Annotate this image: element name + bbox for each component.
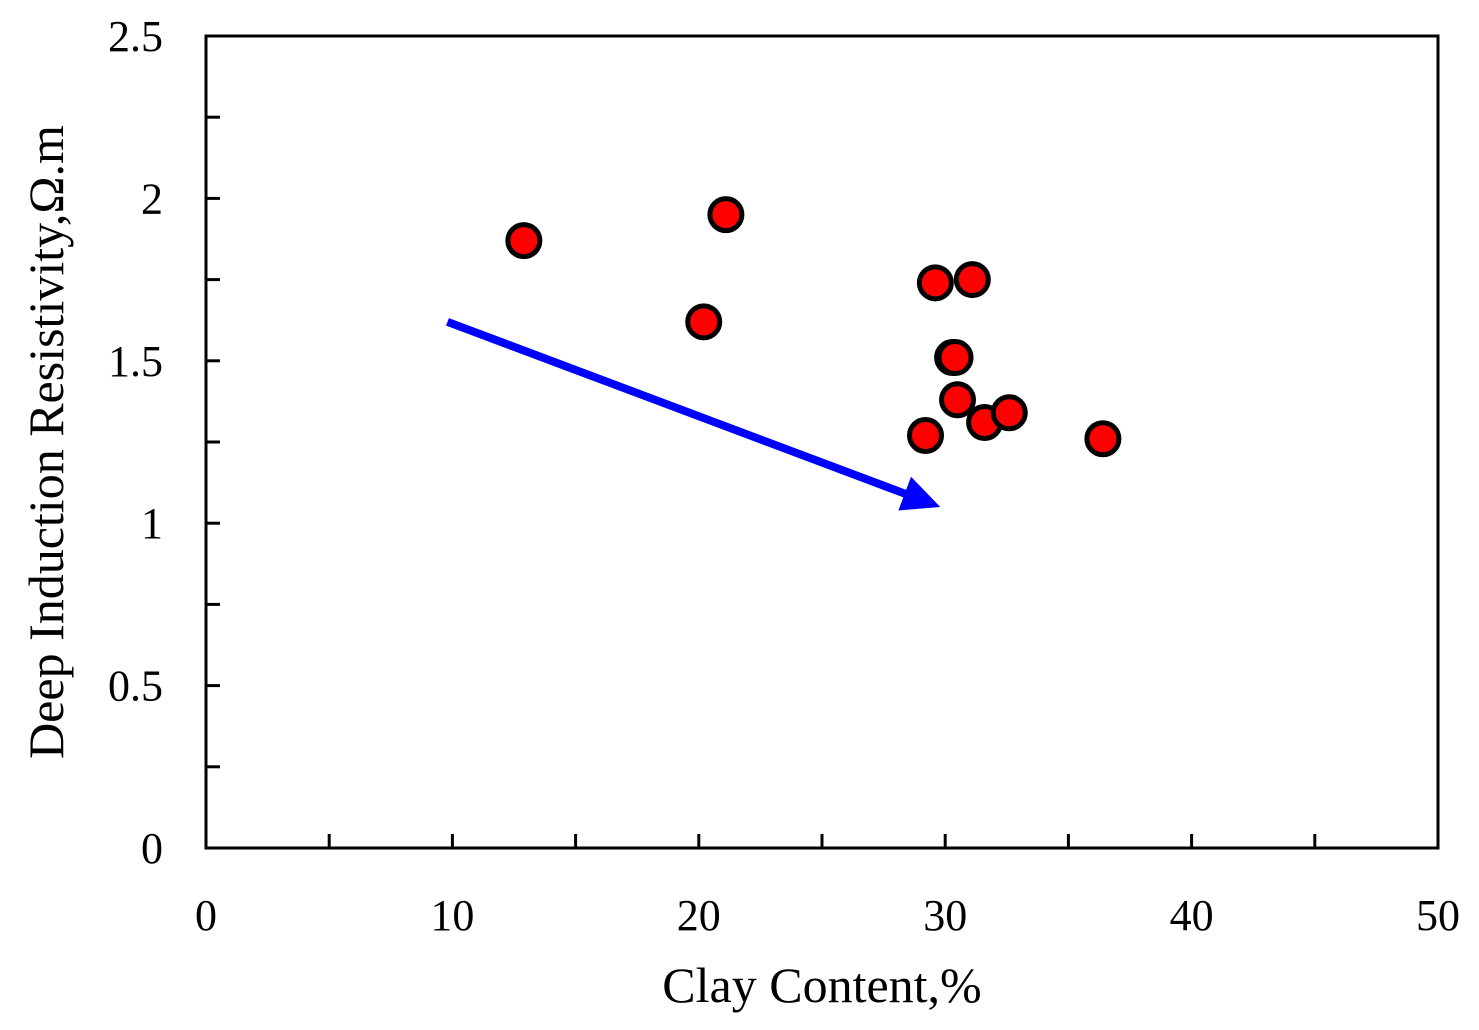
plot-frame — [204, 34, 1440, 850]
trend-arrow — [446, 318, 941, 511]
y-tick-label: 0 — [141, 824, 163, 873]
data-point — [1084, 420, 1122, 458]
y-axis-title: Deep Induction Resistivity,Ω.m — [18, 125, 74, 759]
data-point — [936, 339, 974, 377]
data-point — [685, 303, 723, 341]
axis-ticks: 0 10 20 30 40 50 0 0.5 1 1.5 2 2.5 — [108, 12, 1460, 940]
data-point — [953, 261, 991, 299]
data-point — [906, 417, 944, 455]
y-tick-label: 2 — [141, 174, 163, 223]
x-tick-label: 0 — [195, 891, 217, 940]
data-point — [939, 381, 977, 419]
arrow-head — [898, 476, 941, 511]
data-point — [505, 222, 543, 260]
x-axis-title: Clay Content,% — [662, 957, 981, 1013]
x-tick-label: 10 — [430, 891, 474, 940]
arrow-shaft — [446, 318, 910, 499]
y-tick-label: 1.5 — [108, 337, 163, 386]
y-tick-label: 1 — [141, 499, 163, 548]
data-points — [505, 196, 1122, 458]
x-tick-label: 20 — [677, 891, 721, 940]
data-point — [990, 394, 1028, 432]
x-tick-label: 50 — [1416, 891, 1460, 940]
y-tick-label: 0.5 — [108, 662, 163, 711]
data-point — [916, 264, 954, 302]
data-point — [707, 196, 745, 234]
y-tick-label: 2.5 — [108, 12, 163, 61]
x-tick-label: 30 — [923, 891, 967, 940]
x-tick-label: 40 — [1170, 891, 1214, 940]
